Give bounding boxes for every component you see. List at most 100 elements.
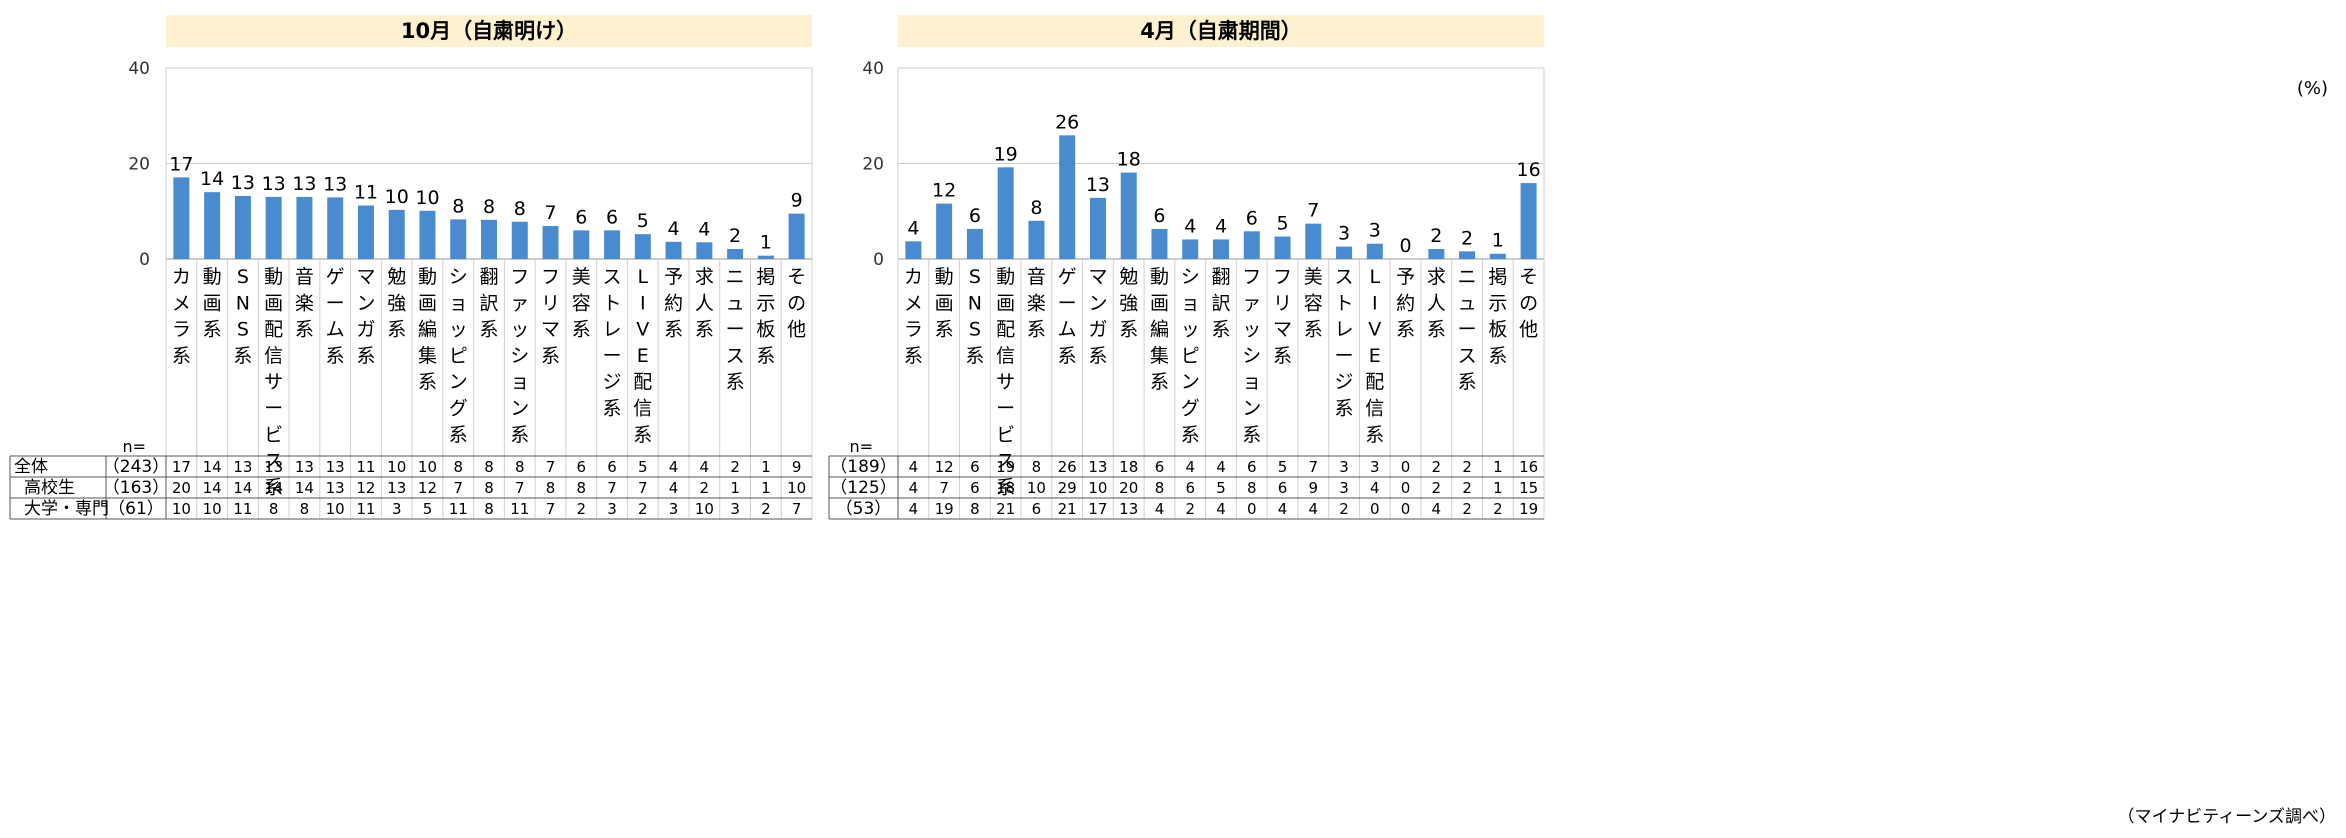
table-cell: 12 bbox=[356, 479, 375, 497]
bar bbox=[1243, 231, 1260, 259]
category-label: 翻訳系 bbox=[479, 266, 498, 341]
table-cell: 2 bbox=[1493, 500, 1503, 518]
category-label: 美容系 bbox=[1304, 266, 1323, 341]
category-label: 動画編集系 bbox=[1150, 266, 1169, 393]
table-cell: 2 bbox=[1339, 500, 1349, 518]
table-cell: 7 bbox=[939, 479, 949, 497]
table-cell: 4 bbox=[669, 479, 679, 497]
bar bbox=[573, 230, 590, 259]
table-row-label: 大学・専門 bbox=[24, 499, 109, 519]
table-cell: 6 bbox=[1278, 479, 1288, 497]
category-label: カメラ系 bbox=[904, 266, 923, 367]
table-cell: 10 bbox=[787, 479, 806, 497]
table-cell: 15 bbox=[1519, 479, 1538, 497]
bar bbox=[1336, 246, 1353, 259]
category-label: 勉強系 bbox=[387, 266, 406, 341]
data-label: 5 bbox=[1276, 213, 1288, 235]
category-label: 翻訳系 bbox=[1211, 266, 1230, 341]
table-cell: 19 bbox=[1519, 500, 1538, 518]
table-cell: 8 bbox=[1032, 458, 1042, 476]
data-label: 8 bbox=[514, 198, 526, 220]
table-cell: 8 bbox=[484, 500, 494, 518]
table-cell: 4 bbox=[1216, 458, 1226, 476]
data-label: 4 bbox=[1215, 215, 1227, 237]
bar bbox=[419, 210, 436, 259]
table-cell: 14 bbox=[264, 479, 283, 497]
table-cell: 7 bbox=[638, 479, 648, 497]
table-cell: 10 bbox=[326, 500, 345, 518]
table-n-value: （189） bbox=[830, 457, 896, 477]
table-cell: 2 bbox=[638, 500, 648, 518]
category-label: 動画配信サービス系 bbox=[996, 266, 1015, 498]
bar bbox=[450, 219, 467, 259]
bar bbox=[936, 203, 953, 259]
data-label: 6 bbox=[969, 205, 981, 227]
data-label: 4 bbox=[907, 217, 919, 239]
bar bbox=[665, 241, 682, 259]
category-label: 予約系 bbox=[664, 266, 683, 341]
table-cell: 14 bbox=[203, 479, 222, 497]
table-cell: 7 bbox=[792, 500, 802, 518]
data-label: 18 bbox=[1117, 149, 1141, 171]
y-tick-label: 0 bbox=[139, 250, 150, 270]
data-label: 13 bbox=[1086, 174, 1110, 196]
category-label: 音楽系 bbox=[1027, 266, 1046, 341]
data-label: 4 bbox=[668, 218, 680, 240]
data-label: 17 bbox=[169, 153, 193, 175]
bar bbox=[1520, 183, 1537, 259]
bar bbox=[1305, 223, 1322, 259]
table-cell: 13 bbox=[233, 458, 252, 476]
category-label: フリマ系 bbox=[541, 266, 560, 367]
bar bbox=[757, 255, 774, 259]
data-label: 1 bbox=[760, 232, 772, 254]
table-cell: 8 bbox=[484, 458, 494, 476]
table-cell: 0 bbox=[1401, 479, 1411, 497]
table-cell: 1 bbox=[761, 458, 771, 476]
data-label: 4 bbox=[698, 218, 710, 240]
table-cell: 2 bbox=[700, 479, 710, 497]
table-n-value: （163） bbox=[103, 478, 169, 498]
data-label: 2 bbox=[1430, 225, 1442, 247]
table-cell: 11 bbox=[356, 500, 375, 518]
category-label: 美容系 bbox=[572, 266, 591, 341]
category-label: ファッション系 bbox=[510, 266, 529, 446]
category-label: 動画系 bbox=[203, 266, 222, 341]
bar bbox=[604, 230, 621, 259]
n-label: n= bbox=[849, 437, 873, 456]
table-cell: 2 bbox=[1462, 500, 1472, 518]
table-cell: 8 bbox=[546, 479, 556, 497]
bar bbox=[966, 228, 983, 259]
table-cell: 14 bbox=[295, 479, 314, 497]
category-label: 掲示板系 bbox=[1488, 266, 1507, 367]
table-cell: 8 bbox=[453, 458, 463, 476]
category-label: カメラ系 bbox=[172, 266, 191, 367]
table-cell: 7 bbox=[546, 458, 556, 476]
table-cell: 19 bbox=[935, 500, 954, 518]
table-n-value: （125） bbox=[830, 478, 896, 498]
table-cell: 5 bbox=[1278, 458, 1288, 476]
table-cell: 5 bbox=[1216, 479, 1226, 497]
table-cell: 4 bbox=[909, 479, 919, 497]
category-label: 動画系 bbox=[935, 266, 954, 341]
table-cell: 2 bbox=[577, 500, 587, 518]
data-label: 13 bbox=[231, 172, 255, 194]
table-cell: 1 bbox=[1493, 458, 1503, 476]
y-tick-label: 20 bbox=[128, 155, 150, 175]
table-cell: 19 bbox=[996, 458, 1015, 476]
data-label: 4 bbox=[1184, 215, 1196, 237]
data-label: 8 bbox=[452, 195, 464, 217]
table-row-label: 高校生 bbox=[24, 478, 75, 498]
category-label: その他 bbox=[1519, 266, 1538, 341]
bar bbox=[1489, 253, 1506, 259]
bar bbox=[1028, 220, 1045, 259]
category-label: 動画配信サービス系 bbox=[264, 266, 283, 498]
table-cell: 3 bbox=[730, 500, 740, 518]
category-label: ショッピング系 bbox=[1181, 266, 1200, 446]
y-tick-label: 0 bbox=[873, 250, 884, 270]
data-label: 26 bbox=[1055, 111, 1079, 133]
table-cell: 13 bbox=[387, 479, 406, 497]
table-cell: 4 bbox=[1216, 500, 1226, 518]
table-cell: 11 bbox=[449, 500, 468, 518]
